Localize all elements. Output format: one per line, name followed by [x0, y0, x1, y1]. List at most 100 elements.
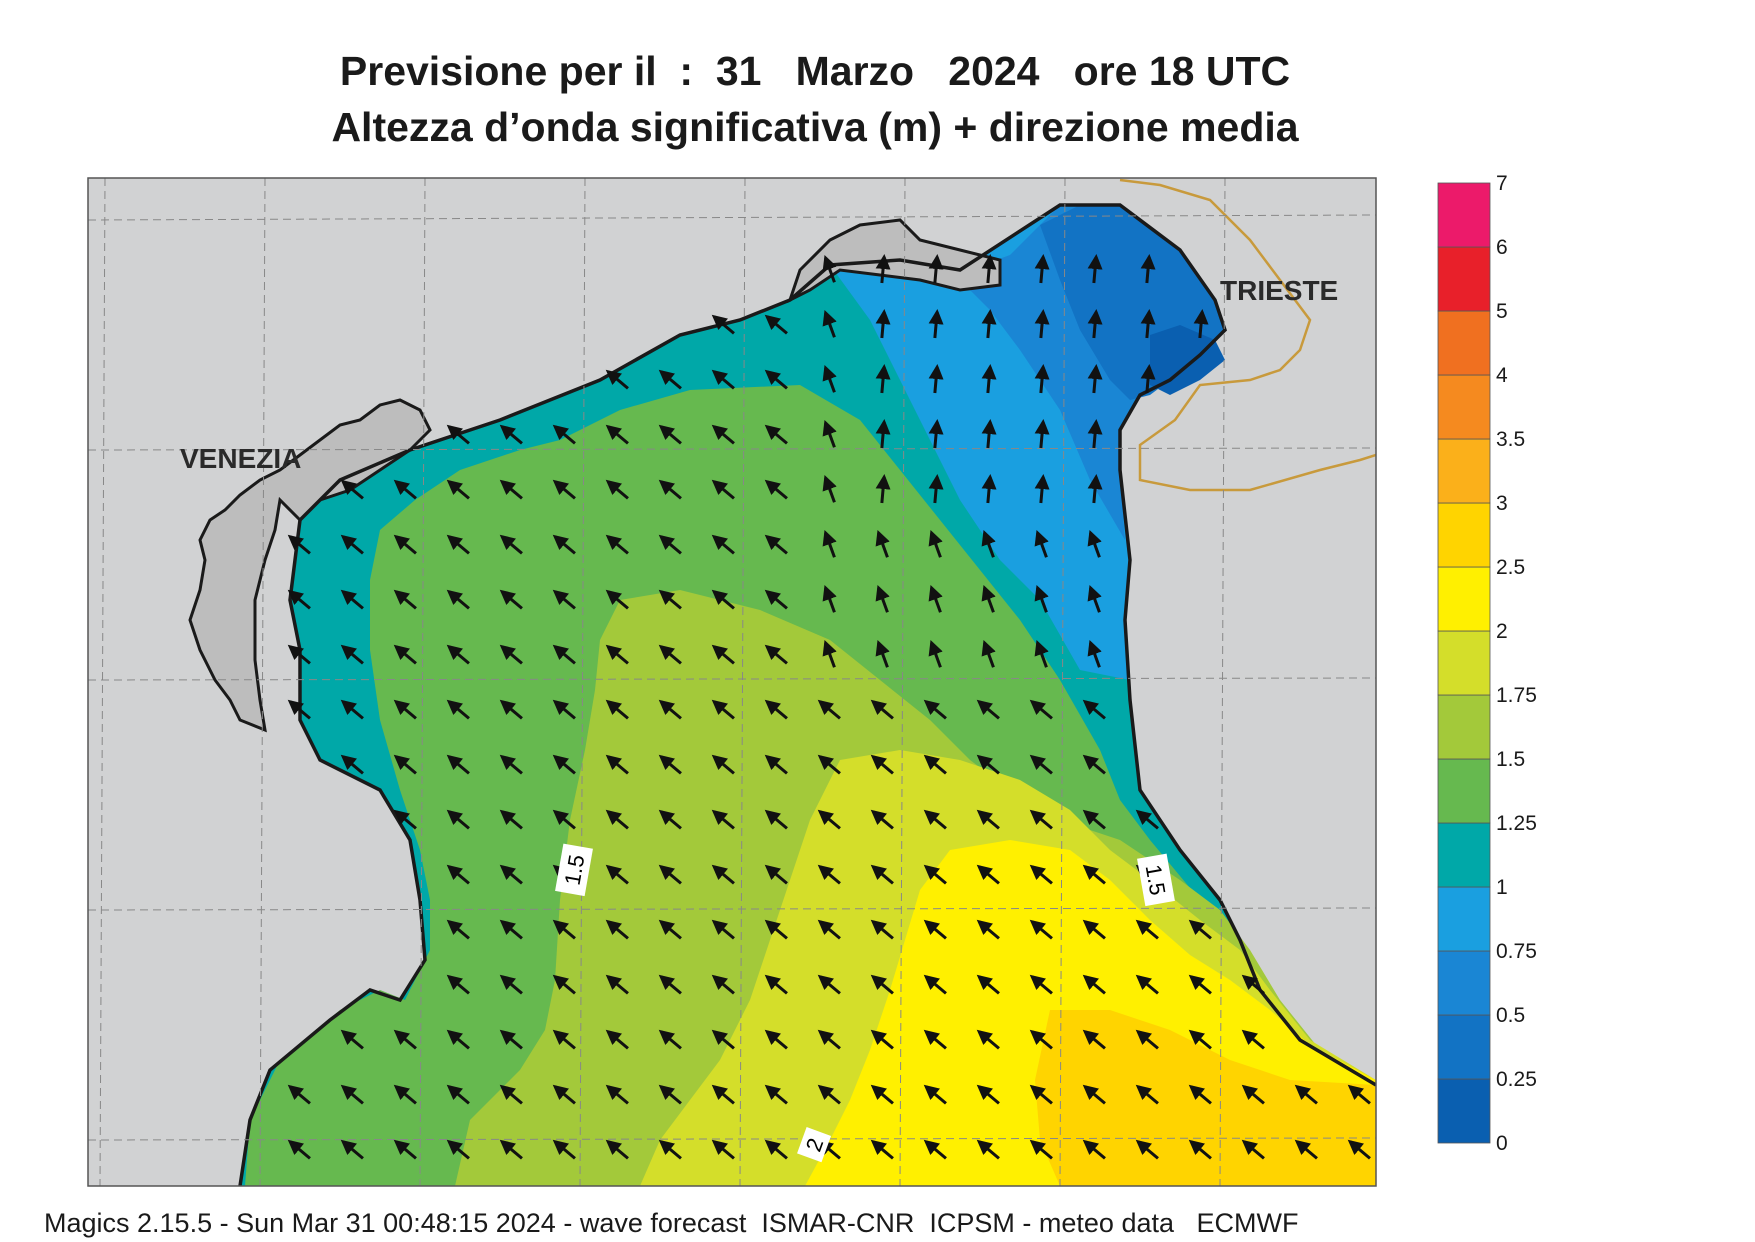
direction-arrow — [552, 479, 576, 500]
direction-arrow — [446, 534, 470, 555]
direction-arrow — [605, 424, 629, 445]
direction-arrow — [875, 529, 890, 558]
direction-arrow — [605, 644, 629, 665]
colorbar-label: 1.75 — [1496, 684, 1537, 707]
colorbar-label: 2 — [1496, 620, 1508, 643]
direction-arrow — [711, 809, 735, 830]
graticule — [88, 178, 1376, 1186]
direction-arrow — [976, 1029, 1000, 1050]
direction-arrow — [1241, 974, 1265, 995]
direction-arrow — [817, 699, 841, 720]
direction-arrow — [822, 254, 837, 283]
direction-arrow — [870, 809, 894, 830]
direction-arrow — [605, 1139, 629, 1160]
direction-arrow — [1034, 254, 1050, 284]
direction-arrow — [499, 644, 523, 665]
direction-arrow — [923, 919, 947, 940]
direction-arrow — [287, 644, 311, 665]
colorbar-label: 1.25 — [1496, 812, 1537, 835]
direction-arrow — [764, 589, 788, 610]
direction-arrow — [1087, 529, 1102, 558]
direction-arrow — [393, 1084, 417, 1105]
direction-arrow — [658, 479, 682, 500]
contour-label-1.5-east: 1.5 — [1137, 853, 1175, 907]
direction-arrow — [1034, 419, 1050, 449]
direction-arrow — [1347, 1084, 1371, 1105]
direction-arrow — [822, 474, 837, 503]
direction-arrow — [764, 424, 788, 445]
map-title-line1: Previsione per il : 31 Marzo 2024 ore 18… — [339, 48, 1291, 94]
direction-arrow — [976, 699, 1000, 720]
direction-arrow — [1087, 419, 1103, 449]
direction-arrow — [552, 754, 576, 775]
direction-arrow — [1241, 1084, 1265, 1105]
direction-arrow — [605, 1084, 629, 1105]
direction-arrow — [764, 974, 788, 995]
direction-arrow — [711, 1084, 735, 1105]
direction-arrow — [1188, 974, 1212, 995]
direction-arrow — [711, 644, 735, 665]
direction-arrow — [928, 584, 943, 613]
west-coastline — [238, 519, 427, 1186]
colorbar-swatch — [1437, 374, 1491, 440]
direction-arrow — [817, 1084, 841, 1105]
direction-arrow — [287, 589, 311, 610]
direction-arrow — [822, 584, 837, 613]
direction-arrow — [923, 699, 947, 720]
direction-arrow — [870, 754, 894, 775]
direction-arrow — [446, 589, 470, 610]
direction-arrow — [1140, 254, 1156, 284]
direction-arrow — [658, 699, 682, 720]
direction-arrow — [287, 1139, 311, 1160]
colorbar-swatch — [1437, 438, 1491, 504]
colorbar-swatch — [1437, 1014, 1491, 1080]
direction-arrow — [605, 369, 629, 390]
direction-arrow — [552, 809, 576, 830]
direction-arrow — [875, 309, 891, 339]
direction-arrow — [1029, 754, 1053, 775]
colorbar-label: 0 — [1496, 1132, 1508, 1155]
direction-arrow — [499, 919, 523, 940]
direction-arrow — [981, 474, 997, 504]
direction-arrow — [711, 919, 735, 940]
direction-arrow — [1034, 584, 1049, 613]
direction-arrow — [552, 974, 576, 995]
direction-arrow — [928, 639, 943, 668]
direction-arrow — [711, 369, 735, 390]
svg-text:1.5: 1.5 — [1141, 863, 1171, 897]
direction-arrow — [658, 1139, 682, 1160]
direction-arrow — [1135, 919, 1159, 940]
direction-arrow — [981, 254, 997, 284]
direction-arrow — [552, 424, 576, 445]
contour-label-1.5-west: 1.5 — [555, 843, 593, 897]
direction-arrow — [499, 479, 523, 500]
direction-arrow — [870, 864, 894, 885]
direction-arrow — [658, 589, 682, 610]
direction-arrow — [446, 919, 470, 940]
direction-arrow — [817, 974, 841, 995]
direction-arrow — [605, 974, 629, 995]
colorbar-label: 2.5 — [1496, 556, 1525, 579]
colorbar-swatch — [1437, 630, 1491, 696]
direction-arrow — [1241, 1029, 1265, 1050]
direction-arrow — [1135, 1084, 1159, 1105]
direction-arrow — [287, 1084, 311, 1105]
direction-arrow — [923, 754, 947, 775]
direction-arrow — [764, 314, 788, 335]
direction-arrow — [1188, 919, 1212, 940]
direction-arrow — [928, 529, 943, 558]
direction-arrow — [605, 699, 629, 720]
direction-arrow — [875, 419, 891, 449]
sea-band-0-0.25 — [1150, 325, 1225, 395]
colorbar-label: 5 — [1496, 300, 1508, 323]
direction-arrow — [393, 809, 417, 830]
direction-arrow — [605, 809, 629, 830]
direction-arrow — [499, 754, 523, 775]
direction-arrow — [923, 864, 947, 885]
direction-arrow — [870, 974, 894, 995]
direction-arrow — [1193, 309, 1209, 339]
direction-arrow — [923, 1139, 947, 1160]
direction-arrow — [552, 589, 576, 610]
direction-arrow — [870, 919, 894, 940]
